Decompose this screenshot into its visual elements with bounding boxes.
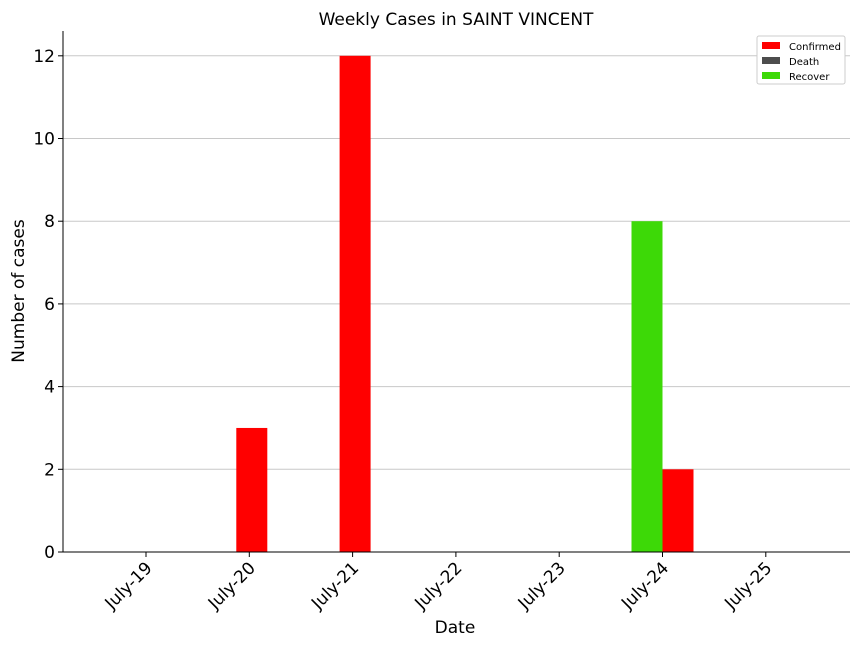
x-ticks: July-19 July-20 July-21 July-22 July-23 July-… <box>101 552 776 614</box>
legend-label: Death <box>789 57 819 68</box>
y-tick-label: 10 <box>33 130 55 150</box>
y-tick-label: 6 <box>44 295 55 315</box>
y-ticks: 0 2 4 6 8 10 12 <box>33 47 63 563</box>
axes <box>62 31 850 553</box>
bars <box>236 55 694 553</box>
x-tick-label: July-25 <box>720 558 776 614</box>
chart-title: Weekly Cases in SAINT VINCENT <box>319 10 594 30</box>
bar-confirmed <box>236 427 268 552</box>
x-axis-label: Date <box>435 618 476 638</box>
y-tick-label: 0 <box>44 543 55 563</box>
bar-confirmed <box>339 55 371 553</box>
bar-recover <box>631 221 663 552</box>
legend: Confirmed Death Recover <box>756 35 846 85</box>
y-axis-label: Number of cases <box>9 219 29 363</box>
x-tick-label: July-19 <box>101 558 157 614</box>
y-tick-label: 8 <box>44 212 55 232</box>
legend-swatch <box>762 42 780 49</box>
bar-confirmed <box>662 469 694 552</box>
x-tick-label: July-21 <box>307 558 363 614</box>
y-tick-label: 4 <box>44 378 55 398</box>
y-tick-label: 2 <box>44 460 55 480</box>
legend-swatch <box>762 57 780 64</box>
gridlines <box>63 55 850 470</box>
legend-label: Confirmed <box>789 42 841 53</box>
legend-label: Recover <box>789 72 830 83</box>
x-tick-label: July-24 <box>617 558 673 614</box>
x-tick-label: July-22 <box>411 558 467 614</box>
x-tick-label: July-23 <box>514 558 570 614</box>
y-tick-label: 12 <box>33 47 55 67</box>
legend-swatch <box>762 72 780 79</box>
x-tick-label: July-20 <box>204 558 260 614</box>
